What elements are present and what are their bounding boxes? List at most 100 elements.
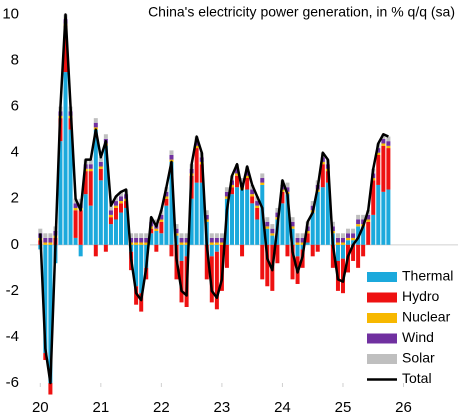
bar-segment — [310, 212, 315, 245]
bar-segment — [118, 201, 123, 204]
bar-segment — [164, 196, 169, 199]
bar-segment — [340, 242, 345, 245]
bar-segment — [245, 171, 250, 176]
bar-segment — [386, 136, 391, 142]
bar-segment — [199, 182, 204, 245]
bar-segment — [179, 242, 184, 245]
bar-segment — [204, 244, 209, 280]
bar-segment — [285, 244, 290, 257]
bar-segment — [159, 219, 164, 222]
bar-segment — [295, 237, 300, 243]
bar-segment — [255, 219, 260, 245]
bar-segment — [88, 205, 93, 245]
bar-segment — [230, 187, 235, 195]
bar-segment — [159, 233, 164, 245]
bar-segment — [305, 242, 310, 245]
bar-segment — [184, 242, 189, 245]
y-tick-label: -6 — [6, 374, 19, 391]
bar-segment — [179, 244, 184, 261]
bar-segment — [361, 244, 366, 257]
bar-segment — [260, 182, 265, 185]
x-tick-label: 20 — [32, 399, 49, 416]
bar-segment — [361, 226, 366, 245]
bar-segment — [108, 217, 113, 225]
bar-segment — [290, 221, 295, 227]
bar-segment — [280, 191, 285, 204]
bar-segment — [240, 189, 245, 245]
legend-swatch — [367, 354, 397, 364]
x-tick-label: 26 — [395, 399, 412, 416]
bar-segment — [381, 138, 386, 144]
bar-segment — [63, 26, 68, 73]
bar-segment — [129, 237, 134, 243]
bar-segment — [113, 207, 118, 220]
bar-segment — [290, 244, 295, 280]
bar-segment — [235, 173, 240, 176]
bar-segment — [315, 191, 320, 245]
bar-segment — [270, 228, 275, 234]
legend-label: Nuclear — [402, 309, 451, 325]
bar-segment — [209, 237, 214, 243]
bar-segment — [250, 189, 255, 195]
bar-segment — [88, 159, 93, 165]
y-tick-label: 8 — [11, 52, 19, 69]
bar-segment — [245, 189, 250, 245]
bar-segment — [174, 233, 179, 236]
bar-segment — [381, 191, 386, 245]
bar-segment — [134, 237, 139, 243]
bar-segment — [103, 145, 108, 245]
bar-segment — [169, 150, 174, 155]
bar-segment — [245, 175, 250, 179]
bar-segment — [214, 251, 219, 310]
legend-label: Total — [402, 370, 432, 386]
bar-segment — [270, 233, 275, 236]
bar-segment — [230, 194, 235, 245]
bar-segment — [93, 244, 98, 257]
bar-segment — [240, 178, 245, 183]
bar-segment — [265, 226, 270, 229]
bar-segment — [204, 214, 209, 220]
bar-segment — [38, 228, 43, 234]
bar-segment — [174, 228, 179, 234]
bar-segment — [204, 219, 209, 222]
bar-segment — [224, 196, 229, 199]
bar-segment — [335, 242, 340, 245]
y-tick-label: 10 — [2, 5, 19, 22]
bar-segment — [48, 244, 53, 383]
bar-segment — [235, 175, 240, 188]
bar-segment — [285, 182, 290, 188]
bar-segment — [98, 161, 103, 167]
bar-segment — [118, 212, 123, 245]
bar-segment — [144, 237, 149, 243]
bar-segment — [129, 233, 134, 238]
legend-swatch — [367, 272, 397, 282]
bar-segment — [83, 194, 88, 245]
chart-title: China's electricity power generation, in… — [148, 4, 455, 20]
bar-segment — [346, 237, 351, 241]
bar-segment — [285, 194, 290, 245]
bar-segment — [270, 235, 275, 245]
bar-segment — [219, 237, 224, 243]
bar-segment — [43, 237, 48, 243]
bar-segment — [245, 178, 250, 190]
bar-segment — [93, 122, 98, 128]
bar-segment — [43, 242, 48, 245]
bar-segment — [159, 214, 164, 220]
bar-segment — [366, 219, 371, 222]
bar-segment — [78, 210, 83, 245]
bar-segment — [139, 244, 144, 294]
bar-segment — [93, 118, 98, 123]
bar-segment — [255, 207, 260, 220]
bar-segment — [335, 237, 340, 243]
bar-segment — [48, 242, 53, 245]
bar-segment — [230, 184, 235, 188]
bar-segment — [214, 237, 219, 243]
legend-label: Hydro — [402, 288, 440, 304]
bar-segment — [224, 191, 229, 197]
bar-segment — [73, 203, 78, 208]
y-tick-label: -4 — [6, 328, 19, 345]
bar-segment — [265, 244, 270, 287]
bar-segment — [88, 164, 93, 169]
bar-segment — [139, 233, 144, 238]
bar-segment — [113, 201, 118, 206]
